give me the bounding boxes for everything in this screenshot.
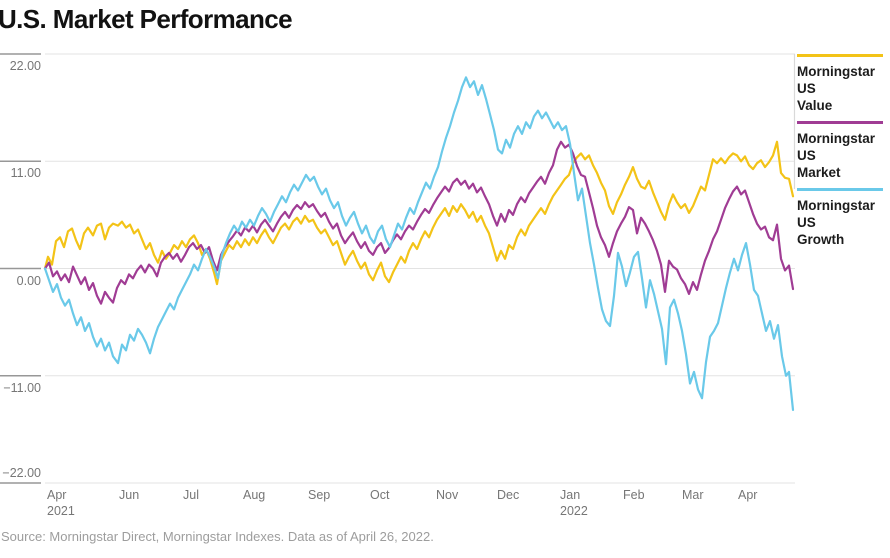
y-axis-label: −11.00 (3, 380, 41, 395)
y-axis-label: 0.00 (16, 273, 41, 288)
legend-item-market: Morningstar US Market (797, 121, 890, 181)
y-axis-label: −22.00 (2, 466, 41, 480)
legend-label: Morningstar (797, 64, 876, 79)
series-line-market (43, 140, 795, 305)
x-axis-label: Apr (738, 488, 758, 502)
legend-swatch-growth (797, 188, 883, 191)
legend-label: Value (797, 98, 833, 113)
x-axis-label: Jan (560, 488, 581, 502)
legend-label: Growth (797, 232, 845, 247)
series-line-value (43, 140, 795, 286)
page-title: U.S. Market Performance (0, 4, 293, 34)
series-line-growth (43, 76, 795, 411)
legend-item-growth: Morningstar US Growth (797, 188, 890, 248)
source-text: Source: Morningstar Direct, Morningstar … (1, 529, 434, 544)
x-axis-label: Jul (183, 488, 199, 502)
x-axis-year-label: 2022 (560, 504, 588, 518)
x-axis-label: Apr (47, 488, 67, 502)
x-axis-year-label: 2021 (47, 504, 75, 518)
y-axis-label: 11.00 (10, 166, 41, 181)
legend-label: Morningstar (797, 198, 876, 213)
x-axis-label: Sep (308, 488, 331, 502)
y-axis-label: 22.00 (9, 59, 41, 73)
legend-label: Market (797, 165, 841, 180)
x-axis-label: Jun (119, 488, 140, 502)
legend-label: US (797, 215, 816, 230)
x-axis-label: Aug (243, 488, 266, 502)
x-axis-label: Oct (370, 488, 390, 502)
x-axis-label: Mar (682, 488, 704, 502)
legend-label: US (797, 148, 816, 163)
x-axis-label: Feb (623, 488, 645, 502)
x-axis-label: Dec (497, 488, 520, 502)
legend-swatch-market (797, 121, 883, 124)
x-axis-label: Nov (436, 488, 459, 502)
legend-label: US (797, 81, 816, 96)
legend-swatch-value (797, 54, 883, 57)
legend-item-value: Morningstar US Value (797, 54, 890, 114)
legend-label: Morningstar (797, 131, 876, 146)
